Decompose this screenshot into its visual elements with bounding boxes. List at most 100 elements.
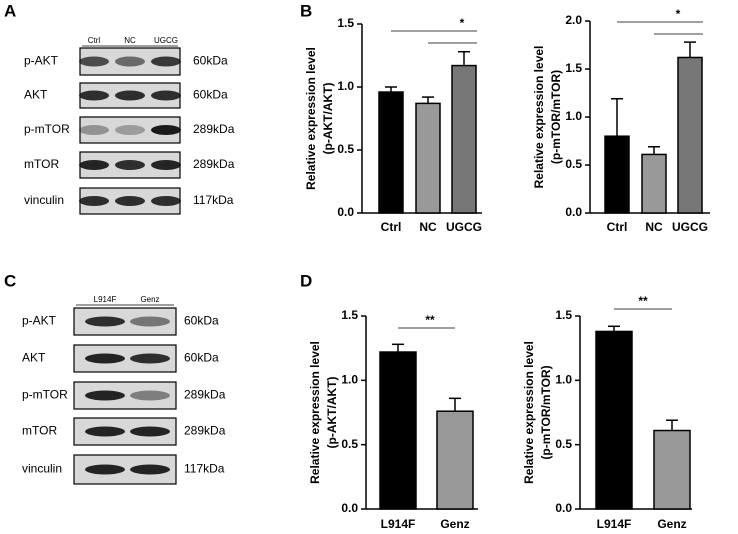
x-tick-label: Genz [440,517,469,531]
bar [604,135,630,214]
panel-label: D [300,271,312,290]
size-label: 117kDa [184,462,225,476]
panel-label: C [4,271,16,290]
blot-band [151,160,181,170]
significance-label: ** [425,313,435,327]
blot-band [151,90,181,101]
blot-band [151,56,181,67]
y-tick-label: 1.5 [555,308,572,322]
x-tick-label: L914F [597,517,632,531]
y-tick-label: 0.5 [555,437,572,451]
protein-label: p-mTOR [22,388,68,402]
size-label: 289kDa [184,388,226,402]
blot-band [130,390,170,401]
bar [436,410,474,510]
y-tick-label: 1.0 [555,373,572,387]
blot-band [79,125,109,135]
blot-band [85,390,125,401]
blot-band [85,464,125,475]
blot-band [79,160,109,170]
significance-label: ** [638,294,648,308]
x-tick-label: UGCG [672,220,708,234]
blot-band [115,90,145,101]
protein-label: AKT [24,88,48,102]
bar [379,351,417,510]
x-tick-label: Ctrl [381,220,402,234]
blot-band [151,196,181,206]
x-tick-label: Ctrl [607,220,628,234]
blot-band [115,160,145,170]
blot-band [85,316,125,327]
y-axis-label: Relative expression level [308,341,322,484]
y-axis-label: Relative expression level [532,46,546,189]
y-tick-label: 1.0 [337,79,354,93]
bar [653,429,691,510]
x-tick-label: NC [645,220,663,234]
y-axis-label: (p-AKT/AKT) [321,83,335,155]
significance-label: * [676,7,681,21]
x-tick-label: UGCG [446,220,482,234]
protein-label: vinculin [24,193,64,207]
size-label: 60kDa [184,314,219,328]
blot-band [130,426,170,437]
y-axis-label: (p-mTOR/mTOR) [539,365,553,459]
panel-label: A [4,1,16,20]
y-tick-label: 1.0 [565,109,582,123]
y-axis-label: (p-mTOR/mTOR) [549,70,563,164]
protein-label: mTOR [24,157,59,171]
protein-label: AKT [22,351,46,365]
y-axis-label: Relative expression level [304,47,318,190]
y-tick-label: 0.5 [337,142,354,156]
blot-band [85,353,125,364]
blot-band [151,125,181,135]
size-label: 117kDa [193,193,234,207]
bar [677,56,703,214]
panel-label: B [300,1,312,20]
protein-label: p-AKT [22,314,57,328]
y-tick-label: 0.0 [337,205,354,219]
x-tick-label: NC [419,220,437,234]
size-label: 289kDa [184,424,226,438]
y-tick-label: 1.0 [341,373,358,387]
bar [451,64,477,214]
blot-band [115,56,145,67]
bar [595,330,633,510]
protein-label: p-mTOR [24,122,70,136]
blot-band [130,316,170,327]
blot-band [115,125,145,135]
bar [378,91,404,214]
protein-label: vinculin [22,462,62,476]
y-tick-label: 0.5 [341,437,358,451]
bar [415,102,441,214]
y-tick-label: 0.0 [555,501,572,515]
size-label: 60kDa [184,351,219,365]
size-label: 60kDa [193,88,228,102]
blot-band [115,196,145,206]
y-tick-label: 0.0 [341,501,358,515]
x-tick-label: Genz [657,517,686,531]
protein-label: p-AKT [24,54,59,68]
protein-label: mTOR [22,424,57,438]
y-tick-label: 1.5 [565,61,582,75]
lane-label: UGCG [154,36,178,45]
blot-band [130,353,170,364]
y-tick-label: 2.0 [565,13,582,27]
blot-band [79,196,109,206]
y-tick-label: 0.5 [565,157,582,171]
lane-label: Genz [140,295,159,304]
bar [641,153,667,214]
y-tick-label: 0.0 [565,205,582,219]
size-label: 289kDa [193,122,235,136]
blot-band [79,90,109,101]
y-tick-label: 1.5 [341,308,358,322]
size-label: 60kDa [193,54,228,68]
lane-label: L914F [94,295,117,304]
x-tick-label: L914F [381,517,416,531]
y-axis-label: (p-AKT/AKT) [325,377,339,449]
blot-band [79,56,109,67]
y-tick-label: 1.5 [337,16,354,30]
blot-band [130,464,170,475]
y-axis-label: Relative expression level [522,341,536,484]
significance-label: * [460,16,465,30]
